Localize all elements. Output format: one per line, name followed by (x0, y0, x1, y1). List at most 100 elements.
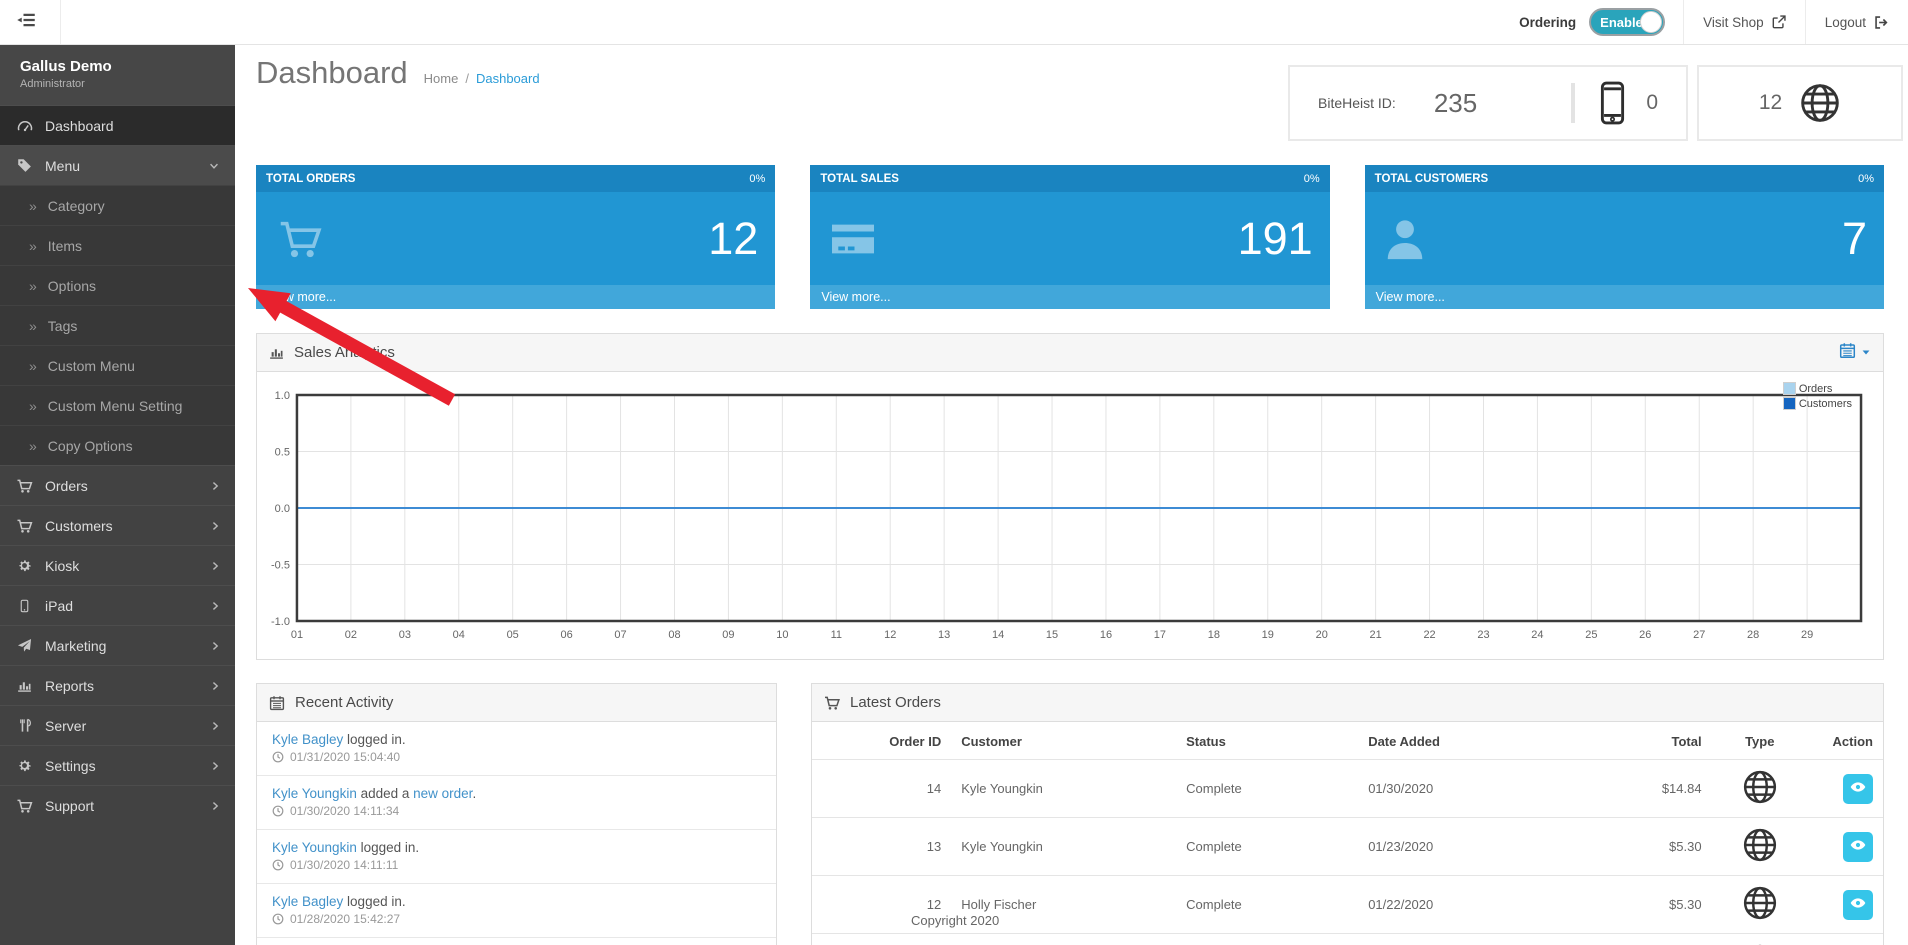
breadcrumb-home[interactable]: Home (423, 71, 459, 86)
sidebar-item-kiosk[interactable]: Kiosk (0, 545, 235, 585)
latest-orders-title: Latest Orders (850, 694, 941, 711)
order-cell-status: Complete (1176, 933, 1359, 945)
svg-text:22: 22 (1423, 629, 1435, 641)
eye-icon (1850, 779, 1866, 798)
mobile-icon (15, 598, 34, 614)
logout-icon (1874, 15, 1889, 30)
stat-tile-total-sales: TOTAL SALES 0% 191 View more... (810, 165, 1330, 309)
svg-text:17: 17 (1154, 629, 1166, 641)
order-cell-total: $14.84 (1572, 759, 1712, 818)
sidebar-item-tags[interactable]: » Tags (0, 305, 235, 345)
chart-legend: Orders Customers (1782, 382, 1852, 412)
id-cards: BiteHeist ID: 235 0 12 (1288, 65, 1903, 141)
web-orders-card: 12 (1697, 65, 1903, 141)
external-link-icon (1772, 15, 1786, 29)
svg-text:08: 08 (668, 629, 680, 641)
col-header-date-added: Date Added (1358, 722, 1573, 760)
tile-value: 191 (1237, 213, 1313, 264)
chevron-right-icon (210, 600, 220, 612)
order-cell-date-added: 01/22/2020 (1358, 875, 1573, 934)
sidebar-item-customers[interactable]: Customers (0, 505, 235, 545)
sidebar-item-menu[interactable]: Menu (0, 145, 235, 185)
sidebar-item-custom-menu-setting[interactable]: » Custom Menu Setting (0, 385, 235, 425)
svg-text:15: 15 (1046, 629, 1058, 641)
sidebar-item-options[interactable]: » Options (0, 265, 235, 305)
sidebar-collapse-button[interactable] (9, 7, 43, 37)
order-cell-type (1711, 759, 1808, 818)
calendar-icon (1839, 342, 1856, 363)
sidebar-item-reports[interactable]: Reports (0, 665, 235, 705)
order-cell-date-added: 01/30/2020 (1358, 759, 1573, 818)
caret-down-icon (1861, 344, 1871, 361)
view-order-button[interactable] (1843, 773, 1873, 804)
web-order-count: 12 (1758, 91, 1783, 114)
col-header-type: Type (1711, 722, 1808, 760)
order-cell-customer: Holly Fischer (951, 875, 1177, 934)
paper-plane-icon (15, 638, 34, 653)
svg-text:06: 06 (561, 629, 573, 641)
sidebar-item-orders[interactable]: Orders (0, 465, 235, 505)
logout-button[interactable]: Logout (1804, 0, 1908, 44)
sidebar-item-marketing[interactable]: Marketing (0, 625, 235, 665)
sidebar-item-dashboard[interactable]: Dashboard (0, 105, 235, 145)
svg-text:13: 13 (938, 629, 950, 641)
view-more-link[interactable]: View more... (256, 285, 776, 309)
svg-text:26: 26 (1639, 629, 1651, 641)
sidebar-item-category[interactable]: » Category (0, 185, 235, 225)
globe-icon (1742, 827, 1778, 863)
view-order-button[interactable] (1843, 889, 1873, 920)
gear-icon (15, 758, 34, 773)
sidebar-item-server[interactable]: Server (0, 705, 235, 745)
visit-shop-link[interactable]: Visit Shop (1683, 0, 1805, 44)
col-header-total: Total (1572, 722, 1712, 760)
sidebar-item-support[interactable]: Support (0, 785, 235, 825)
page-header: Dashboard Home / Dashboard (256, 55, 540, 91)
view-more-link[interactable]: View more... (810, 285, 1330, 309)
ordering-enable-toggle[interactable]: Enable (1589, 8, 1666, 36)
sales-analytics-panel: Sales Analytics Orders Customers 1.0 0.5 0.… (256, 333, 1884, 660)
sidebar-item-items[interactable]: » Items (0, 225, 235, 265)
recent-activity-panel: Recent Activity Kyle Bagley logged in. 0… (256, 683, 777, 945)
activity-user-link[interactable]: Kyle Youngkin (272, 840, 357, 855)
sidebar-item-copy-options[interactable]: » Copy Options (0, 425, 235, 465)
globe-icon (1742, 769, 1778, 805)
gear-icon (15, 558, 34, 573)
activity-timestamp: 01/30/2020 14:11:34 (272, 804, 761, 818)
view-more-link[interactable]: View more... (1364, 285, 1884, 309)
svg-text:10: 10 (776, 629, 788, 641)
chevron-right-icon (210, 480, 220, 492)
svg-text:-1.0: -1.0 (271, 616, 290, 628)
chevron-right-icon (210, 520, 220, 532)
latest-orders-panel: Latest Orders Order ID Customer Status Date… (811, 683, 1884, 945)
activity-user-link[interactable]: Kyle Bagley (272, 732, 344, 747)
view-order-button[interactable] (1843, 831, 1873, 862)
tile-value: 12 (708, 213, 759, 264)
latest-orders-table: Order ID Customer Status Date Added Total Typ… (812, 722, 1883, 945)
sidebar-item-settings[interactable]: Settings (0, 745, 235, 785)
date-range-button[interactable] (1839, 342, 1871, 363)
activity-user-link[interactable]: Kyle Bagley (272, 894, 344, 909)
latest-orders-header: Latest Orders (812, 684, 1883, 722)
legend-customers: Customers (1782, 397, 1852, 410)
sidebar-nav: Dashboard Menu » Category » Items » Opti… (0, 105, 235, 825)
order-row-12: 12 Holly Fischer Complete 01/22/2020 $5.30 (812, 875, 1883, 934)
order-cell-action (1807, 933, 1883, 945)
order-cell-type (1711, 933, 1808, 945)
order-cell-date-added: 01/23/2020 (1358, 817, 1573, 876)
order-row-13: 13 Kyle Youngkin Complete 01/23/2020 $5.30 (812, 817, 1883, 876)
mobile-icon (1599, 80, 1626, 126)
sidebar-item-custom-menu[interactable]: » Custom Menu (0, 345, 235, 385)
double-angle-icon: » (29, 397, 37, 414)
topbar-divider (60, 0, 61, 44)
order-cell-order-id: 14 (812, 759, 952, 818)
sidebar: Gallus Demo Administrator Dashboard Menu… (0, 45, 235, 945)
cart-icon (15, 798, 34, 814)
svg-text:12: 12 (884, 629, 896, 641)
activity-timestamp: 01/28/2020 15:42:27 (272, 912, 761, 926)
tile-percent: 0% (1858, 172, 1874, 185)
topbar: Ordering Enable Visit Shop Logout (0, 0, 1908, 45)
activity-user-link[interactable]: Kyle Youngkin (272, 786, 357, 801)
sidebar-item-ipad[interactable]: iPad (0, 585, 235, 625)
activity-object-link[interactable]: new order (413, 786, 473, 801)
breadcrumb-current[interactable]: Dashboard (475, 71, 540, 86)
